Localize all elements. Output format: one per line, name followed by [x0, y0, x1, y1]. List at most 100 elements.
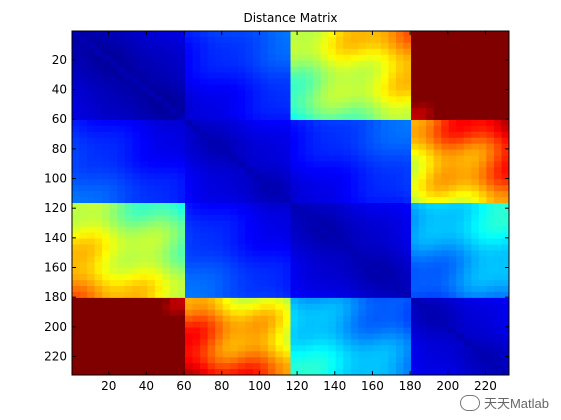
heatmap-cell — [478, 208, 487, 216]
heatmap-cell — [132, 131, 141, 139]
heatmap-cell — [478, 274, 487, 281]
heatmap-cell — [124, 78, 133, 85]
heatmap-cell — [109, 31, 118, 38]
heatmap-cell — [335, 108, 344, 115]
heatmap-cell — [388, 72, 397, 79]
heatmap-cell — [154, 291, 163, 299]
heatmap-cell — [478, 351, 487, 358]
heatmap-cell — [328, 262, 337, 269]
heatmap-cell — [132, 250, 141, 257]
heatmap-cell — [478, 179, 487, 186]
heatmap-cell — [365, 309, 374, 317]
heatmap-cell — [132, 173, 141, 180]
heatmap-cell — [305, 203, 314, 210]
heatmap-cell — [350, 345, 359, 352]
heatmap-cell — [313, 226, 322, 234]
heatmap-cell — [117, 333, 126, 340]
heatmap-cell — [290, 220, 299, 228]
heatmap-cell — [245, 309, 254, 317]
heatmap-cell — [456, 232, 465, 239]
heatmap-cell — [252, 333, 261, 340]
heatmap-cell — [87, 203, 95, 210]
heatmap-cell — [124, 119, 133, 127]
heatmap-cell — [426, 256, 435, 263]
heatmap-cell — [388, 149, 397, 156]
heatmap-cell — [200, 42, 209, 50]
heatmap-cell — [185, 291, 193, 299]
heatmap-cell — [441, 143, 450, 151]
heatmap-cell — [343, 238, 352, 245]
heatmap-cell — [72, 54, 80, 62]
heatmap-cell — [79, 238, 88, 245]
heatmap-cell — [395, 119, 404, 127]
heatmap-cell — [478, 244, 487, 251]
heatmap-cell — [433, 256, 442, 263]
heatmap-cell — [124, 173, 133, 180]
heatmap-cell — [463, 149, 472, 156]
heatmap-cell — [192, 220, 201, 228]
heatmap-cell — [94, 42, 103, 50]
heatmap-cell — [343, 84, 352, 91]
heatmap-cell — [230, 214, 239, 222]
heatmap-cell — [177, 262, 186, 269]
heatmap-cell — [169, 268, 178, 275]
heatmap-cell — [448, 102, 457, 109]
heatmap-cell — [426, 149, 435, 156]
heatmap-cell — [441, 208, 450, 216]
heatmap-cell — [373, 256, 382, 263]
heatmap-cell — [94, 191, 103, 198]
heatmap-cell — [298, 84, 306, 91]
heatmap-cell — [320, 125, 329, 133]
heatmap-cell — [109, 102, 118, 109]
y-tick-label: 200 — [44, 320, 67, 334]
heatmap-cell — [350, 286, 359, 293]
heatmap-cell — [501, 363, 510, 370]
heatmap-cell — [395, 72, 404, 79]
heatmap-cell — [493, 238, 502, 245]
heatmap-cell — [290, 256, 299, 263]
heatmap-cell — [358, 191, 367, 198]
heatmap-cell — [117, 250, 126, 257]
heatmap-cell — [320, 315, 329, 323]
heatmap-cell — [282, 250, 291, 257]
heatmap-cell — [441, 286, 450, 293]
heatmap-cell — [350, 214, 359, 222]
heatmap-cell — [463, 102, 472, 109]
heatmap-cell — [132, 36, 141, 44]
heatmap-cell — [478, 119, 487, 127]
heatmap-cell — [335, 274, 344, 281]
heatmap-cell — [328, 297, 337, 305]
heatmap-cell — [94, 78, 103, 85]
heatmap-cell — [207, 268, 216, 275]
heatmap-cell — [275, 244, 284, 251]
heatmap-cell — [139, 161, 148, 168]
heatmap-cell — [94, 173, 103, 180]
heatmap-cell — [162, 96, 171, 103]
heatmap-cell — [87, 303, 95, 311]
heatmap-cell — [215, 48, 224, 56]
heatmap-cell — [426, 291, 435, 299]
heatmap-cell — [200, 333, 209, 340]
heatmap-cell — [132, 197, 141, 204]
heatmap-cell — [433, 137, 442, 145]
heatmap-cell — [132, 345, 141, 352]
heatmap-cell — [365, 315, 374, 323]
heatmap-cell — [373, 78, 382, 85]
heatmap-cell — [358, 291, 367, 299]
heatmap-cell — [448, 315, 457, 323]
heatmap-cell — [124, 42, 133, 50]
heatmap-cell — [343, 369, 352, 376]
heatmap-cell — [478, 90, 487, 97]
heatmap-cell — [252, 250, 261, 257]
heatmap-cell — [267, 309, 276, 317]
heatmap-cell — [441, 220, 450, 228]
heatmap-cell — [395, 333, 404, 340]
heatmap-cell — [478, 250, 487, 257]
heatmap-cell — [124, 197, 133, 204]
heatmap-cell — [365, 303, 374, 311]
heatmap-cell — [275, 339, 284, 346]
heatmap-cell — [456, 42, 465, 50]
heatmap-cell — [230, 66, 239, 73]
heatmap-cell — [298, 78, 306, 85]
heatmap-cell — [117, 137, 126, 145]
